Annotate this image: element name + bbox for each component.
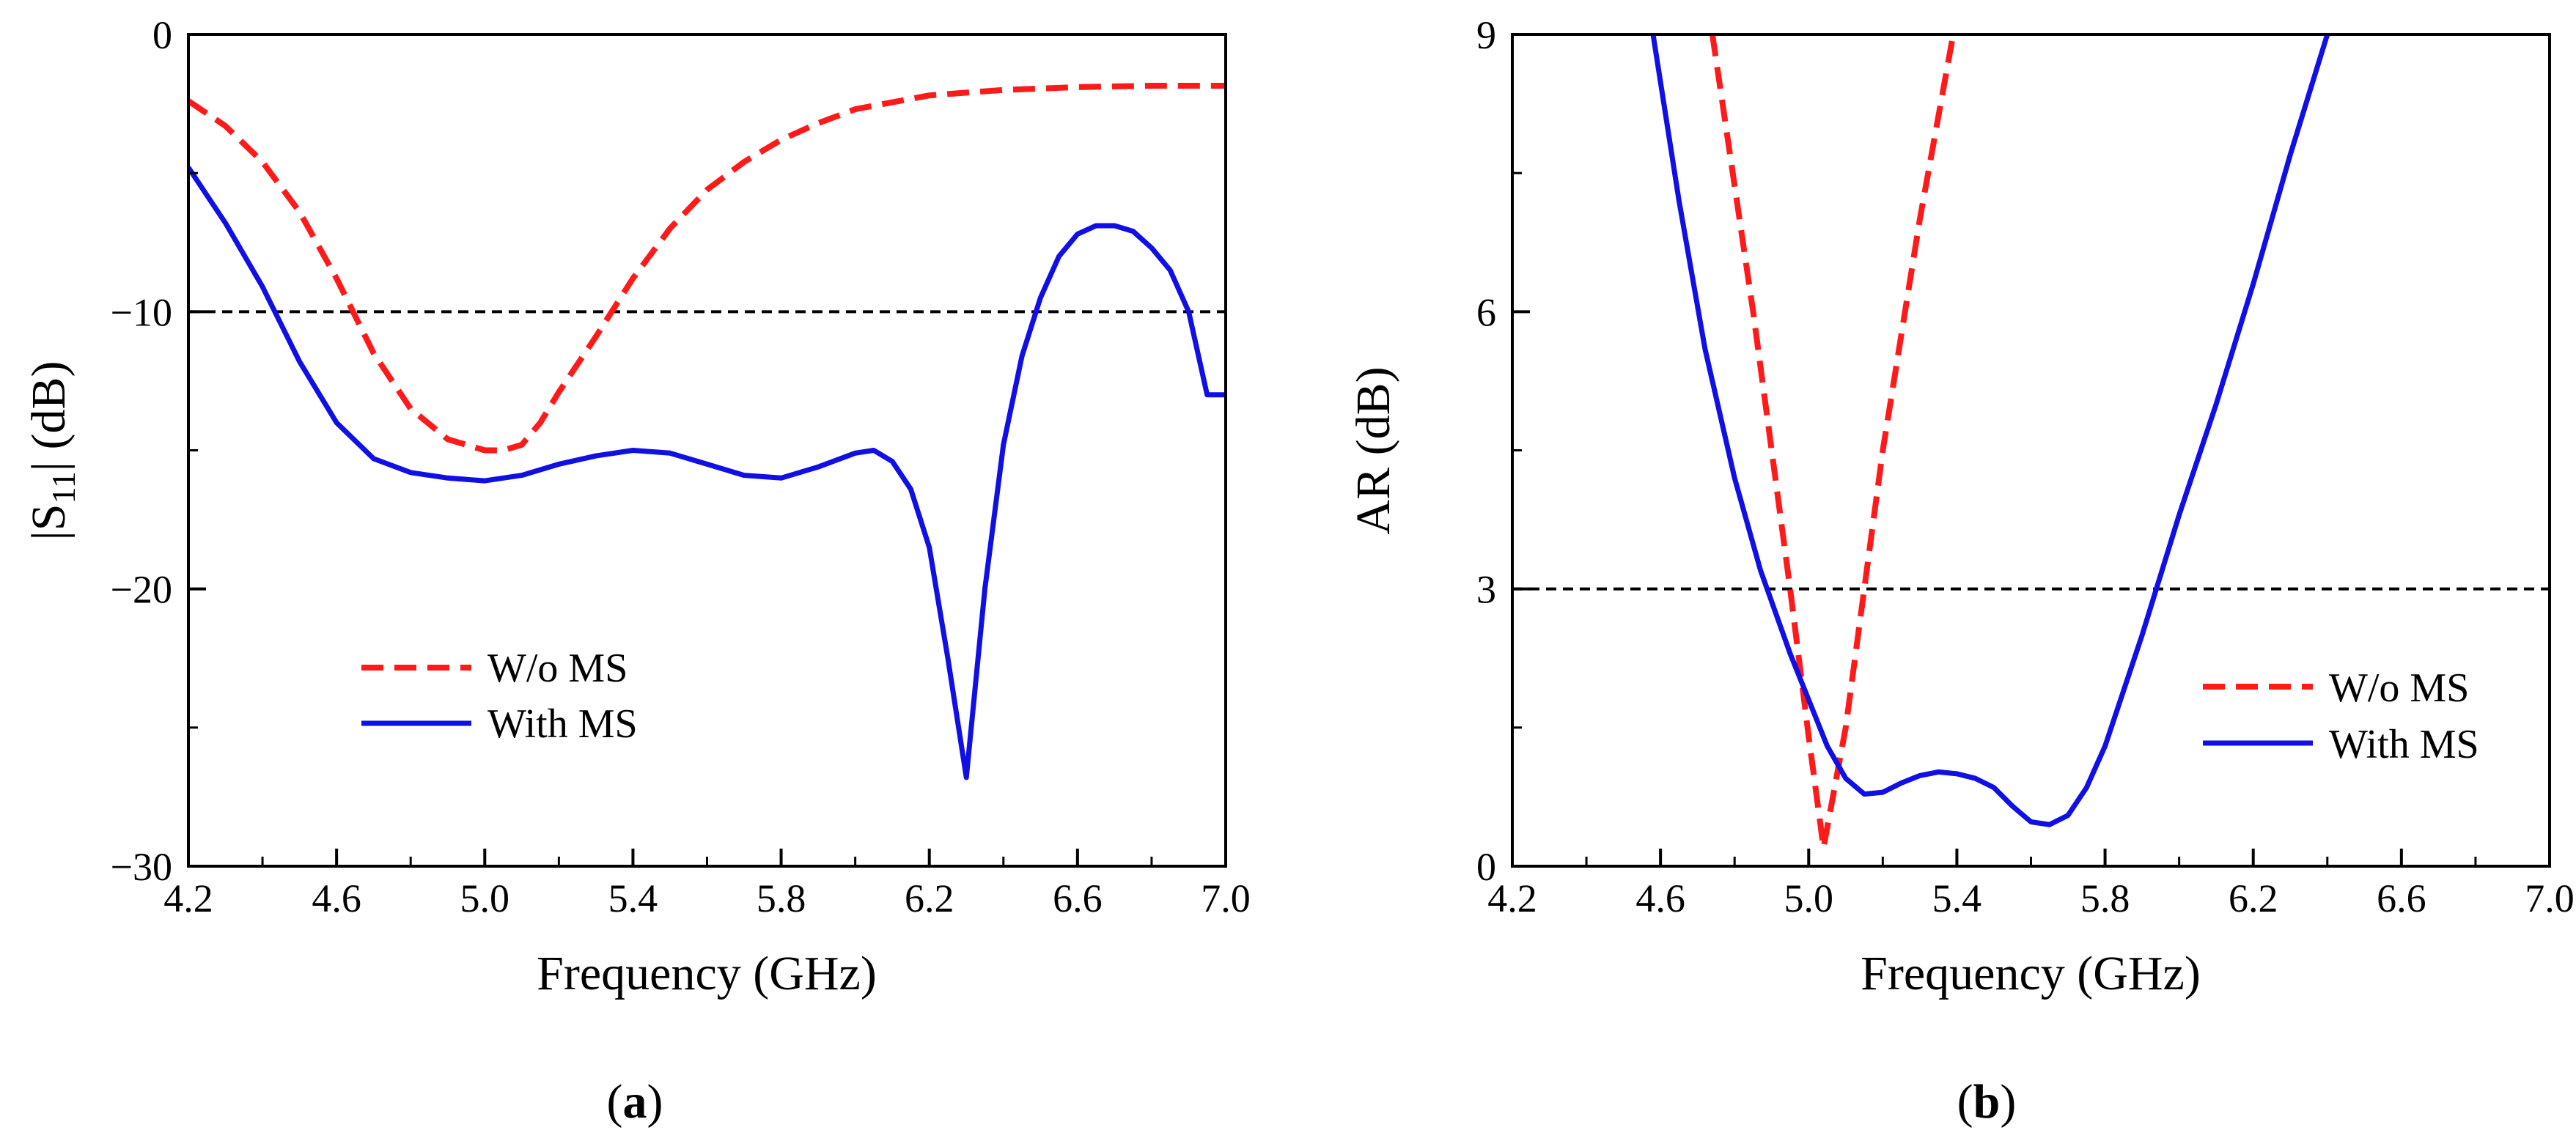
panel-b-x-tick-label: 5.0 xyxy=(1784,876,1834,920)
panel-b-y-tick-label: 3 xyxy=(1476,568,1496,612)
panel-a-x-tick-label: 5.8 xyxy=(757,876,806,920)
panel-a-labels-group: Frequency (GHz) |S11| (dB) xyxy=(22,361,877,1000)
panel-a-x-tick-label: 5.4 xyxy=(608,876,658,920)
panel-a-x-tick-label: 4.6 xyxy=(312,876,361,920)
panel-a-y-tick-label: 0 xyxy=(152,13,172,57)
panel-b-y-tick-label: 0 xyxy=(1476,845,1496,889)
panel-a-x-tick-label: 4.2 xyxy=(163,876,213,920)
panel-a-x-tick-label: 6.2 xyxy=(905,876,954,920)
panel-b-x-tick-label: 6.6 xyxy=(2377,876,2426,920)
panel-b-x-tick-label: 6.2 xyxy=(2229,876,2278,920)
panel-a-y-tick-label: −30 xyxy=(111,845,172,889)
panel-b-x-tick-label: 7.0 xyxy=(2525,876,2575,920)
panel-b-labels-group: Frequency (GHz) AR (dB) xyxy=(1347,366,2201,1000)
panel-b-legend-label-wo-ms: W/o MS xyxy=(2329,665,2469,711)
panel-b-x-axis-title: Frequency (GHz) xyxy=(1861,947,2201,1000)
panel-b-legend: W/o MS With MS xyxy=(2203,665,2479,767)
panel-a-series-group xyxy=(188,83,1226,780)
panel-a-x-tick-label: 6.6 xyxy=(1053,876,1103,920)
panel-b-axes-group: 4.2 4.6 5.0 5.4 5.8 6.2 6.6 7.0 0 3 6 9 xyxy=(1476,13,2575,920)
panel-b-x-tick-label: 4.2 xyxy=(1487,876,1537,920)
panel-b-y-tick-label: 6 xyxy=(1476,290,1496,334)
panel-b-legend-label-with-ms: With MS xyxy=(2329,722,2479,767)
panel-b-caption: (b) xyxy=(1957,1075,2017,1129)
panel-a-caption: (a) xyxy=(607,1075,663,1129)
chart-panel-a: 4.2 4.6 5.0 5.4 5.8 6.2 6.6 7.0 −30 −20 −10 0 Frequ… xyxy=(22,13,1251,1129)
panel-a-y-tick-label: −20 xyxy=(111,568,172,612)
panel-a-legend-label-with-ms: With MS xyxy=(487,701,638,747)
panel-b-series-with-ms xyxy=(1650,34,2330,827)
panel-a-series-w-o-ms xyxy=(188,83,1226,454)
panel-a-series-with-ms xyxy=(188,166,1226,780)
panel-a-y-axis-title: |S11| (dB) xyxy=(22,361,82,541)
panel-b-series-group xyxy=(1650,34,2330,851)
chart-panel-b: 4.2 4.6 5.0 5.4 5.8 6.2 6.6 7.0 0 3 6 9 Frequency (… xyxy=(1347,13,2575,1129)
panel-a-x-axis-title: Frequency (GHz) xyxy=(537,947,877,1000)
panel-a-plot-frame xyxy=(187,33,1227,868)
panel-b-series-w-o-ms xyxy=(1709,34,1957,851)
panel-b-y-axis-title: AR (dB) xyxy=(1347,366,1400,534)
panel-a-legend: W/o MS With MS xyxy=(361,646,638,747)
panel-b-y-tick-label: 9 xyxy=(1476,13,1496,57)
panel-b-x-tick-label: 5.4 xyxy=(1932,876,1982,920)
panel-a-legend-label-wo-ms: W/o MS xyxy=(487,646,628,691)
panel-a-x-tick-label: 7.0 xyxy=(1201,876,1251,920)
panel-b-x-tick-label: 5.8 xyxy=(2080,876,2130,920)
panel-a-axes-group: 4.2 4.6 5.0 5.4 5.8 6.2 6.6 7.0 −30 −20 −10 0 xyxy=(111,13,1251,920)
panel-a-y-tick-label: −10 xyxy=(111,290,172,334)
panel-a-x-tick-label: 5.0 xyxy=(460,876,510,920)
panel-b-x-tick-label: 4.6 xyxy=(1635,876,1685,920)
